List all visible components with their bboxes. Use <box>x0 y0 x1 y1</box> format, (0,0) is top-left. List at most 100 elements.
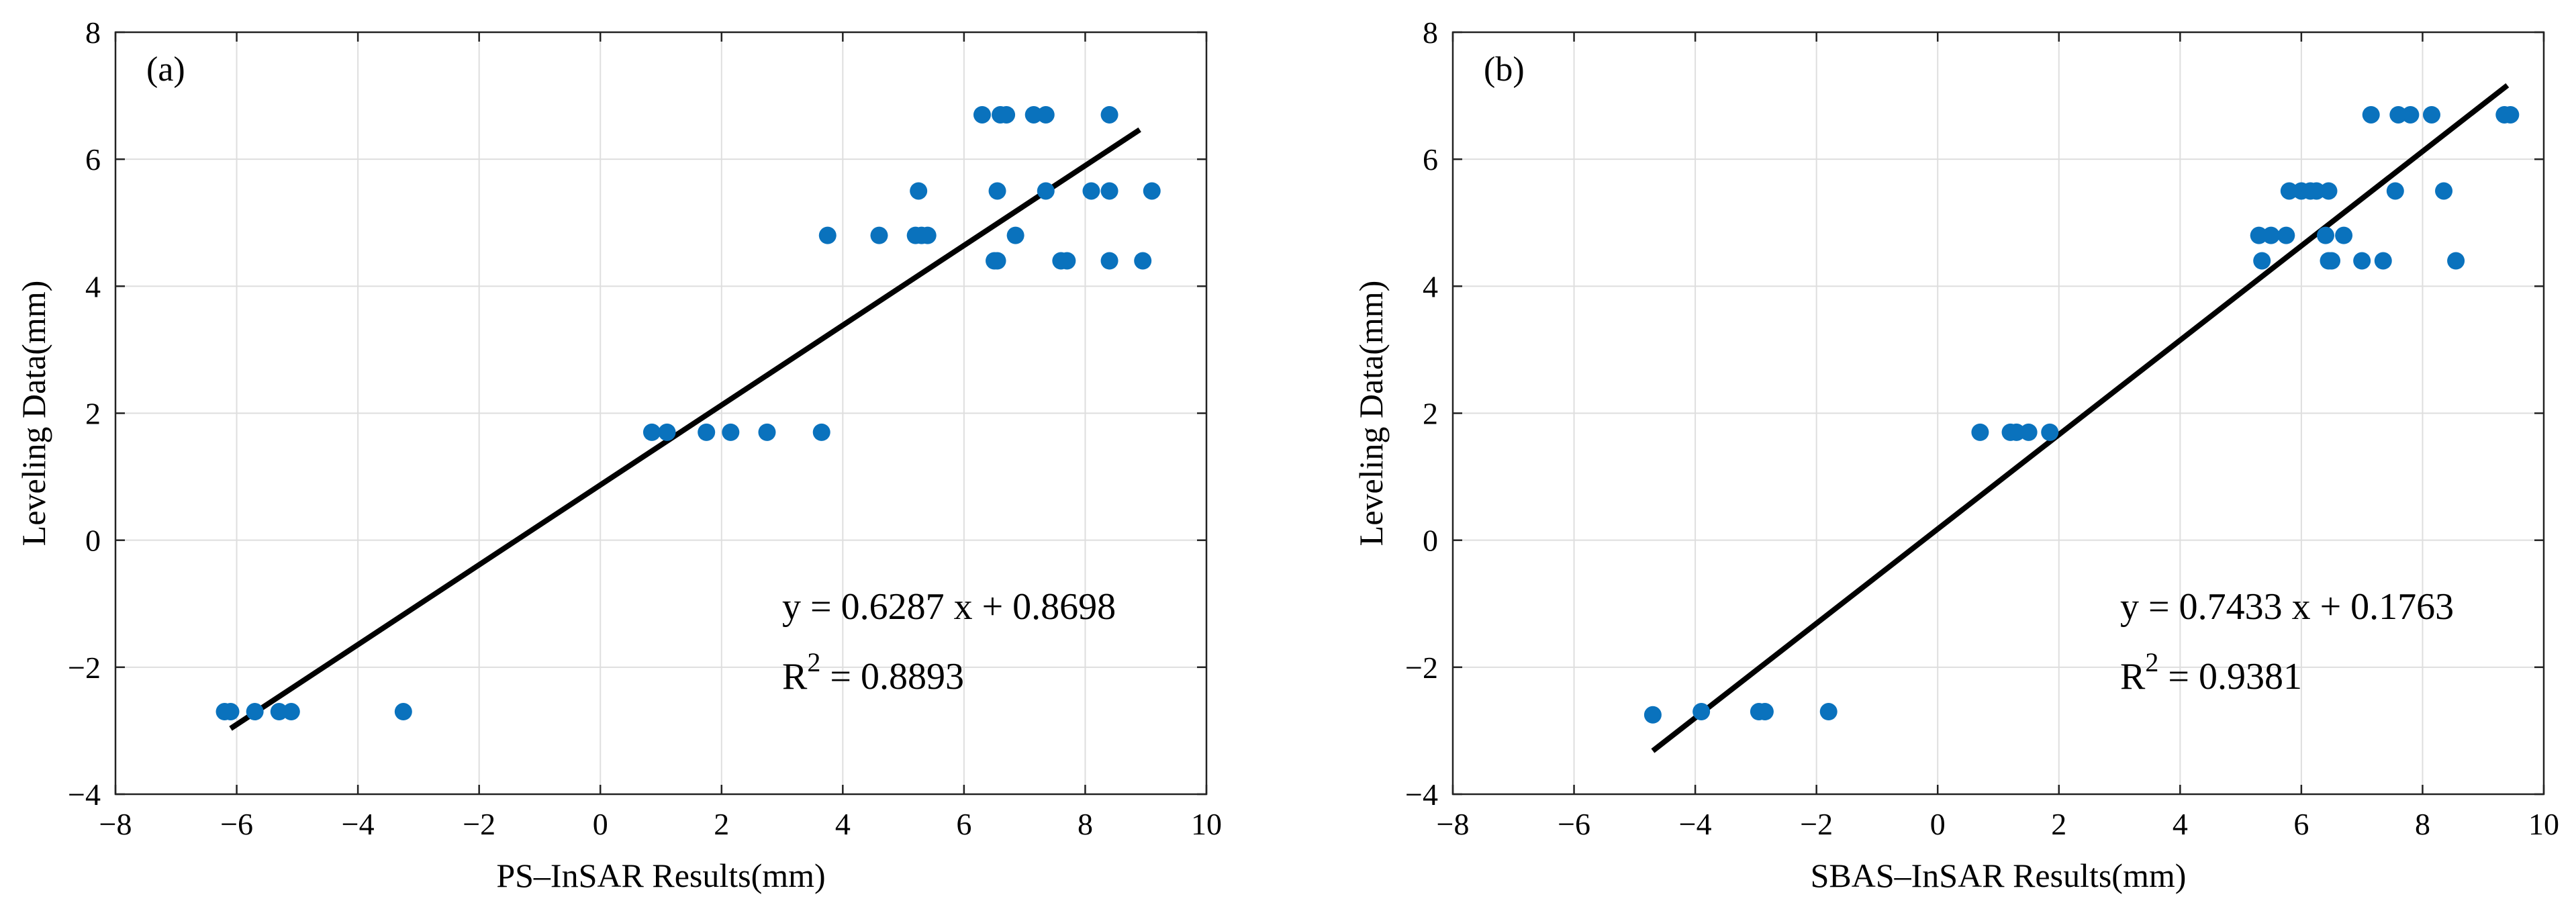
y-axis-label: Leveling Data(mm) <box>15 281 52 546</box>
data-point <box>758 423 776 441</box>
data-point <box>642 423 661 441</box>
data-point <box>270 703 288 721</box>
y-tick-label: 6 <box>85 142 101 177</box>
data-point <box>818 226 837 244</box>
data-point <box>2374 252 2392 270</box>
data-point <box>1971 423 1989 441</box>
x-tick-label: 8 <box>2415 807 2430 841</box>
data-point <box>1037 182 1055 200</box>
x-tick-label: 10 <box>2528 807 2559 841</box>
x-tick-label: −8 <box>1437 807 1470 841</box>
data-point <box>2435 182 2453 200</box>
data-point <box>2389 105 2407 124</box>
x-tick-label: 0 <box>593 807 608 841</box>
data-point <box>658 423 676 441</box>
data-point <box>2323 252 2341 270</box>
data-point <box>1058 252 1076 270</box>
data-point <box>973 105 991 124</box>
data-point <box>2422 105 2440 124</box>
r-squared-superscript: 2 <box>2145 647 2158 677</box>
data-point <box>1143 182 1161 200</box>
data-point <box>1082 182 1100 200</box>
y-tick-label: 6 <box>1423 142 1438 177</box>
x-tick-label: 4 <box>2173 807 2188 841</box>
r-squared-text: R2 = 0.9381 <box>2120 647 2302 698</box>
data-point <box>1692 703 1711 721</box>
x-tick-label: −6 <box>220 807 253 841</box>
r-squared-value: = 0.8893 <box>820 656 964 698</box>
r-squared-value: = 0.9381 <box>2158 656 2302 698</box>
data-point <box>2362 105 2380 124</box>
data-point <box>1100 105 1118 124</box>
data-point <box>2317 226 2334 244</box>
data-point <box>2280 182 2298 200</box>
x-tick-label: 0 <box>1930 807 1946 841</box>
y-tick-label: −2 <box>68 651 101 685</box>
x-tick-label: −4 <box>342 807 375 841</box>
y-tick-label: 8 <box>1423 15 1438 50</box>
data-point <box>2335 226 2353 244</box>
y-axis-label: Leveling Data(mm) <box>1352 281 1390 546</box>
data-point <box>1037 105 1055 124</box>
regression-line <box>229 127 1141 731</box>
x-tick-label: 8 <box>1078 807 1093 841</box>
data-point <box>2277 226 2295 244</box>
data-point <box>1024 105 1043 124</box>
y-tick-label: 8 <box>85 15 101 50</box>
x-axis-label: PS–InSAR Results(mm) <box>496 857 825 894</box>
data-point <box>1006 226 1024 244</box>
data-point <box>1756 703 1774 721</box>
data-point <box>1100 252 1118 270</box>
data-point <box>246 703 264 721</box>
x-tick-label: −2 <box>463 807 495 841</box>
y-tick-label: 4 <box>85 269 101 303</box>
data-point <box>2386 182 2404 200</box>
data-point <box>2250 226 2268 244</box>
data-point <box>2320 182 2338 200</box>
panel-a: −8 −6 −4 −2 0 2 4 6 8 10 −4 −2 0 2 4 6 8 PS–InSAR Results… <box>15 15 1222 894</box>
r-squared-text: R2 = 0.8893 <box>782 647 964 698</box>
x-tick-label: 2 <box>2051 807 2066 841</box>
y-tick-label: −4 <box>1405 777 1438 812</box>
data-point <box>812 423 830 441</box>
data-point <box>2019 423 2038 441</box>
r-squared-superscript: 2 <box>807 647 820 677</box>
data-point <box>2447 252 2465 270</box>
data-point <box>2253 252 2271 270</box>
x-tick-label: 6 <box>956 807 971 841</box>
data-point <box>988 252 1006 270</box>
y-tick-label: 2 <box>1423 397 1438 431</box>
data-point <box>698 423 716 441</box>
y-tick-label: −4 <box>68 777 101 812</box>
x-axis-label: SBAS–InSAR Results(mm) <box>1811 857 2187 894</box>
data-point <box>918 226 937 244</box>
data-point <box>2353 252 2371 270</box>
panel-label: (a) <box>146 50 185 89</box>
data-point <box>2007 423 2025 441</box>
data-point <box>870 226 888 244</box>
data-point <box>1134 252 1152 270</box>
y-tick-label: −2 <box>1405 651 1438 685</box>
data-point <box>222 703 240 721</box>
regression-equation: y = 0.7433 x + 0.1763 <box>2120 586 2454 628</box>
data-point <box>1643 706 1662 724</box>
regression-equation: y = 0.6287 x + 0.8698 <box>782 586 1116 628</box>
data-point <box>1819 703 1838 721</box>
y-tick-label: 4 <box>1423 269 1438 303</box>
x-tick-label: −4 <box>1679 807 1712 841</box>
x-tick-label: −2 <box>1800 807 1833 841</box>
panel-label: (b) <box>1484 50 1525 89</box>
panel-b: −8 −6 −4 −2 0 2 4 6 8 10 −4 −2 0 2 4 6 8 SBAS–InSAR Resul… <box>1352 15 2559 894</box>
data-point <box>2041 423 2059 441</box>
data-point <box>998 105 1016 124</box>
x-tick-label: 10 <box>1191 807 1222 841</box>
x-tick-label: 2 <box>714 807 729 841</box>
y-tick-label: 0 <box>1423 524 1438 558</box>
data-point <box>282 703 300 721</box>
data-point <box>2307 182 2326 200</box>
data-point <box>2401 105 2420 124</box>
x-tick-label: −8 <box>99 807 132 841</box>
regression-line <box>1651 83 2510 753</box>
y-tick-label: 0 <box>85 524 101 558</box>
